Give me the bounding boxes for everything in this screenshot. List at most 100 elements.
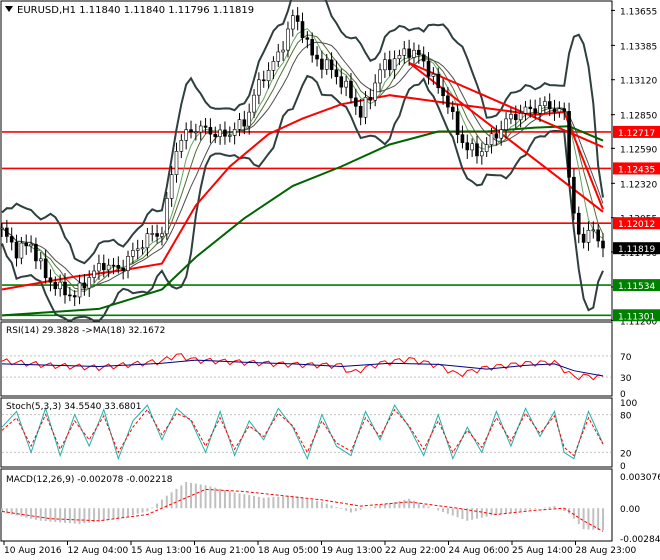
candle-body [460,134,465,143]
candle-body [223,129,227,137]
level-tag-label: 1.12012 [618,220,655,230]
rsi-ma-line [1,359,604,377]
candle-body [242,119,247,127]
candle-body [184,129,188,141]
candle-body [567,111,571,178]
macd-plot [1,482,604,532]
candle-body [34,243,38,262]
candle-body [106,264,111,271]
candle-body [72,295,77,298]
candle-body [392,58,397,70]
candle-body [77,282,82,298]
bollinger-band-line [1,0,604,265]
y-tick-label: 1.12320 [620,180,657,190]
candle-body [363,97,368,118]
x-tick-label: 25 Aug 14:00 [512,546,573,556]
candle-body [484,144,489,152]
candle-body [518,112,523,121]
candle-body [169,174,174,199]
stoch-d-line [1,408,604,457]
stoch-plot [1,404,611,461]
candle-body [237,119,242,130]
stoch-tick-label: 0 [620,462,626,472]
level-tag-bg [613,279,660,292]
candle-body [82,282,87,289]
candle-body [232,129,237,136]
rsi-tick-label: 30 [620,374,632,384]
candle-body [581,233,586,243]
candle-body [402,48,407,56]
candle-body [591,229,596,232]
candle-body [557,108,562,113]
rsi-tick-label: 70 [620,353,632,363]
symbol-dropdown-icon[interactable] [5,6,13,12]
main-price-plot [0,0,611,323]
candle-body [446,95,450,108]
rsi-pane-frame [0,321,613,397]
y-tick-label: 1.12850 [620,112,657,122]
candle-body [5,227,9,237]
candle-body [547,101,552,110]
candle-body [135,248,140,251]
candle-body [38,258,43,262]
x-tick-label: 24 Aug 06:00 [449,546,510,556]
level-tag-label: 1.12717 [618,129,655,139]
candle-body [291,15,295,30]
candle-body [528,106,533,109]
candle-body [179,140,184,152]
current-price-tag-bg [613,242,660,255]
candle-body [198,125,203,133]
medium-ma-line [1,41,604,288]
candle-body [131,250,135,257]
candle-body [324,59,329,70]
candle-body [494,133,499,139]
candle-body [417,49,421,56]
candle-body [87,277,92,289]
price-header: EURUSD,H1 1.11840 1.11840 1.11796 1.1181… [17,5,254,16]
main-pane-frame [0,0,613,321]
candle-body [155,233,159,237]
candle-body [24,242,29,247]
candle-body [203,125,208,128]
candle-body [455,111,460,135]
level-tag-label: 1.12435 [618,165,655,175]
candle-body [101,263,106,271]
candle-body [576,212,581,235]
candle-body [315,54,319,60]
candle-body [310,39,314,56]
candle-body [68,294,72,297]
candle-body [276,51,281,62]
candle-body [286,28,290,51]
candle-body [426,60,431,77]
candle-body [227,135,232,137]
candle-body [475,143,479,157]
candle-body [281,49,285,53]
level-tag-bg [613,162,660,175]
candle-body [257,79,261,96]
x-tick-label: 28 Aug 23:00 [576,546,637,556]
candle-body [349,80,353,99]
candle-body [48,277,53,283]
candle-body [252,94,256,113]
candle-body [436,73,441,89]
level-tag-label: 1.11534 [618,282,655,292]
candle-body [97,263,101,272]
candle-body [150,233,155,235]
stoch-tick-label: 100 [620,399,637,409]
candle-body [121,267,125,271]
candle-body [266,69,271,82]
candle-body [596,229,600,242]
stoch-k-line [1,404,604,461]
candle-body [9,236,14,243]
candle-body [387,59,392,70]
candle-body [368,97,373,101]
candle-body [116,265,121,269]
candle-body [140,247,145,250]
candle-body [63,281,67,296]
candle-body [111,264,116,267]
stoch-pane-frame [0,397,613,468]
candle-body [271,61,276,71]
candle-body [562,108,567,112]
candle-body [586,229,591,243]
